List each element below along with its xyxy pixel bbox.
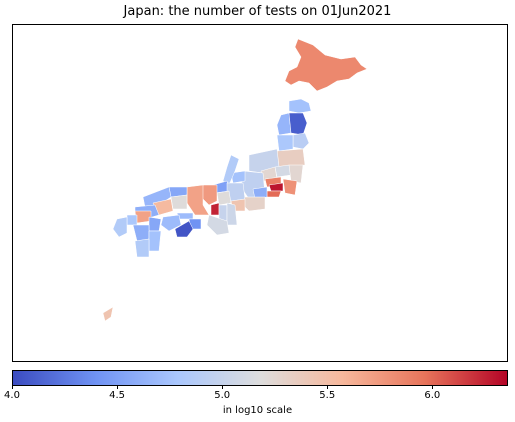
region-kagoshima [134, 238, 150, 258]
colorbar-tick-label-0: 4.0 [4, 390, 20, 401]
colorbar-tick-0 [12, 386, 13, 389]
colorbar-tick-label-2: 5.0 [214, 390, 231, 401]
colorbar-tick-label-4: 6.0 [424, 390, 441, 401]
region-mie [226, 202, 238, 226]
japan-choropleth-map [12, 24, 508, 362]
region-toyama [230, 170, 246, 184]
region-nagasaki [112, 216, 128, 238]
colorbar-tick-4 [432, 386, 434, 389]
region-ibaraki [288, 164, 304, 184]
region-saga [126, 214, 138, 226]
colorbar-tick-3 [327, 386, 329, 389]
colorbar-tick-label-1: 4.5 [109, 390, 126, 401]
region-okinawa [102, 306, 114, 322]
region-akita [276, 112, 292, 136]
region-fukushima [276, 148, 306, 168]
region-kanagawa [266, 190, 282, 198]
region-miyazaki [148, 230, 162, 252]
region-ehime [160, 214, 182, 232]
map-title: Japan: the number of tests on 01Jun2021 [123, 4, 392, 19]
region-kochi [174, 220, 194, 238]
region-kyoto [200, 184, 218, 206]
region-okayama [170, 194, 188, 210]
region-chiba [282, 178, 298, 196]
region-fukuoka [134, 210, 152, 224]
colorbar-tick-label-3: 5.5 [319, 390, 336, 401]
region-wakayama [206, 214, 230, 236]
region-shiga [216, 190, 232, 206]
region-oita [148, 216, 162, 232]
colorbar-tick-1 [117, 386, 119, 389]
region-tochigi [274, 164, 292, 178]
region-osaka [210, 202, 220, 216]
region-shizuoka [242, 196, 266, 212]
colorbar-tick-2 [222, 386, 224, 389]
colorbar [12, 370, 508, 386]
region-hokkaido [284, 38, 368, 92]
map-canvas [102, 38, 368, 322]
region-yamanashi [252, 186, 268, 200]
region-miyagi [292, 132, 310, 150]
region-kumamoto [132, 224, 150, 242]
region-aomori [288, 98, 312, 114]
region-iwate [288, 112, 308, 136]
region-tokyo [268, 182, 284, 192]
region-yamagata [276, 134, 294, 152]
colorbar-label: in log10 scale [222, 405, 293, 416]
